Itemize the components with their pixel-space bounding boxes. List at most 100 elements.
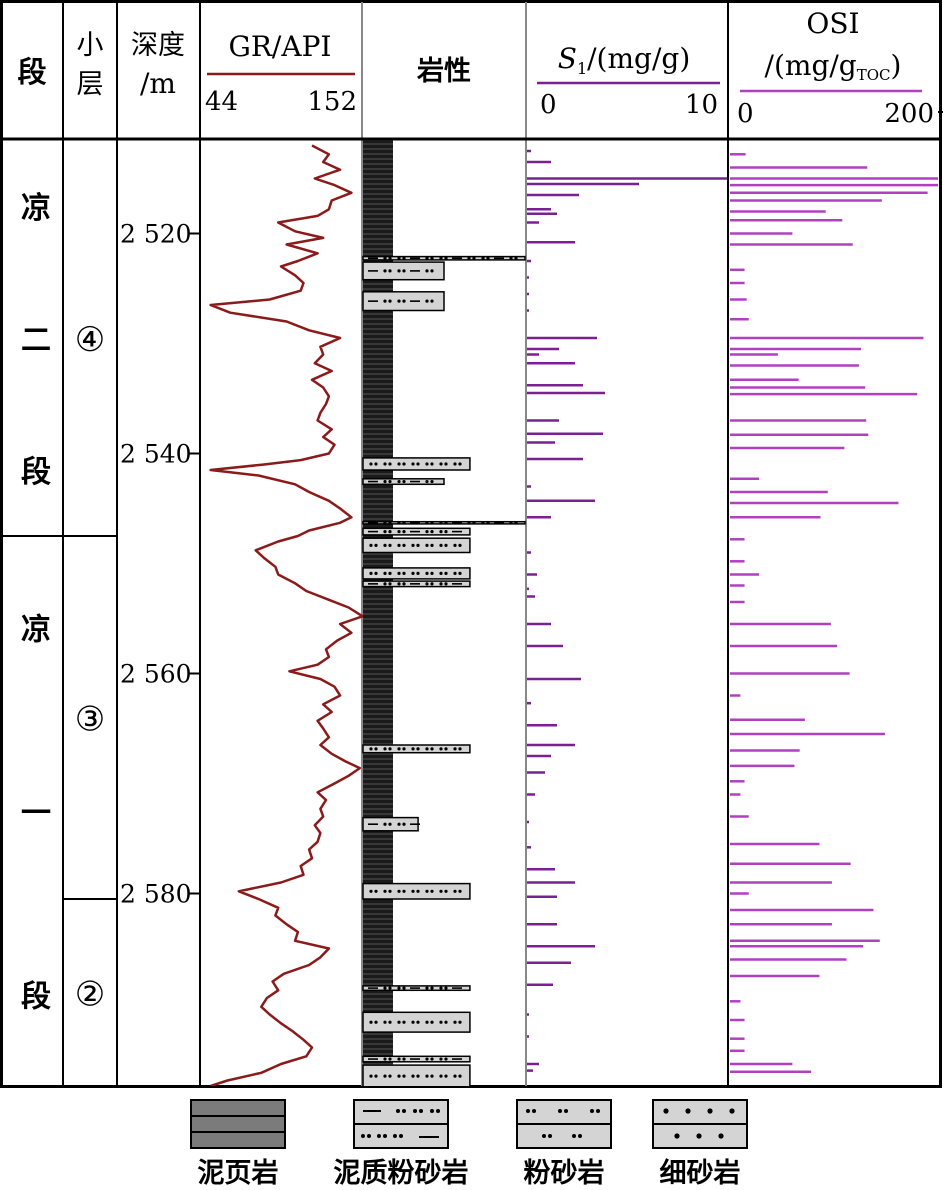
litho-dot <box>430 572 433 575</box>
litho-dot <box>402 1075 405 1078</box>
litho-dot <box>388 823 391 826</box>
segment-label-char: 段 <box>21 455 51 490</box>
litho-dot <box>430 747 433 750</box>
litho-dot <box>369 890 372 893</box>
litho-dot <box>397 530 400 533</box>
litho-dot <box>458 462 461 465</box>
litho-dot <box>430 1075 433 1078</box>
litho-dot <box>402 1057 405 1060</box>
osi-title: OSI <box>806 7 859 40</box>
header-depth-unit: /m <box>140 67 176 100</box>
litho-dot <box>430 544 433 547</box>
legend-swatch-fine-sandstone <box>652 1099 748 1149</box>
litho-dot <box>397 823 400 826</box>
gr-scale-max: 152 <box>307 87 357 117</box>
litho-dot <box>439 987 442 990</box>
litho-dot <box>388 1075 391 1078</box>
gr-scale-min: 44 <box>205 87 238 117</box>
header-segment: 段 <box>17 55 46 89</box>
litho-dot <box>430 257 433 260</box>
depth-tick-label: 2 580 <box>120 880 192 909</box>
legend-label-mudstone: 泥页岩 <box>158 1151 318 1190</box>
legend-item-fine-sandstone <box>652 1099 748 1153</box>
litho-dot <box>444 747 447 750</box>
litho-dot <box>430 300 433 303</box>
litho-dot <box>374 462 377 465</box>
litho-dot <box>402 1089 405 1092</box>
litho-dot <box>430 530 433 533</box>
litho-dot <box>509 521 512 524</box>
segment-label-char: 凉 <box>21 613 51 648</box>
litho-dot <box>467 521 470 524</box>
litho-dot <box>458 1075 461 1078</box>
litho-dot <box>383 987 386 990</box>
header-row: 段 小 层 深度 /m GR/API 44 152 岩性 S1/(mg/g) 0… <box>17 7 934 129</box>
s1-scale-min: 0 <box>540 90 557 120</box>
sublayer-label: ③ <box>75 700 105 740</box>
litho-dot <box>369 1075 372 1078</box>
litho-dot <box>397 544 400 547</box>
litho-dot <box>402 572 405 575</box>
litho-dot <box>444 1057 447 1060</box>
litho-dot <box>402 300 405 303</box>
litho-dot <box>388 300 391 303</box>
litho-dot <box>430 480 433 483</box>
lithology-legend: 泥页岩 泥质粉砂岩 粉砂岩 <box>0 1095 943 1186</box>
legend-label-argillaceous-siltstone: 泥质粉砂岩 <box>321 1151 481 1190</box>
litho-dot <box>397 747 400 750</box>
litho-dot <box>369 747 372 750</box>
lithology-bed-argillaceous-siltstone <box>363 1087 444 1094</box>
litho-dot <box>383 890 386 893</box>
litho-dot <box>444 1075 447 1078</box>
litho-dot <box>430 987 433 990</box>
litho-dot <box>383 1021 386 1024</box>
litho-dot <box>383 1089 386 1092</box>
litho-dot <box>383 521 386 524</box>
litho-dot <box>411 1075 414 1078</box>
legend-swatch-argillaceous-siltstone <box>353 1099 449 1149</box>
litho-dot <box>425 890 428 893</box>
litho-dot <box>374 747 377 750</box>
litho-dot <box>425 300 428 303</box>
litho-dot <box>388 257 391 260</box>
litho-dot <box>416 890 419 893</box>
litho-dot <box>439 1021 442 1024</box>
sublayer-column: ④③② <box>63 320 117 1015</box>
litho-dot <box>439 582 442 585</box>
litho-dot <box>383 257 386 260</box>
litho-dot <box>458 890 461 893</box>
depth-tick-label: 2 540 <box>120 440 192 469</box>
litho-dot <box>416 1021 419 1024</box>
litho-dot <box>374 890 377 893</box>
litho-dot <box>402 462 405 465</box>
litho-dot <box>383 747 386 750</box>
legend-label-fine-sandstone: 细砂岩 <box>620 1151 780 1190</box>
litho-dot <box>439 890 442 893</box>
litho-dot <box>374 544 377 547</box>
litho-dot <box>383 823 386 826</box>
s1-title: S1/(mg/g) <box>558 42 691 78</box>
litho-dot <box>388 480 391 483</box>
litho-dot <box>439 521 442 524</box>
litho-dot <box>383 300 386 303</box>
depth-tick-label: 2 560 <box>120 660 192 689</box>
litho-dot <box>369 544 372 547</box>
litho-dot <box>374 1021 377 1024</box>
litho-dot <box>425 480 428 483</box>
litho-dot <box>425 572 428 575</box>
litho-dot <box>481 521 484 524</box>
litho-dot <box>416 572 419 575</box>
litho-dot <box>383 462 386 465</box>
litho-dot <box>388 747 391 750</box>
litho-dot <box>411 544 414 547</box>
litho-dot <box>388 1057 391 1060</box>
segment-label-char: 段 <box>21 979 51 1014</box>
litho-dot <box>425 257 428 260</box>
litho-dot <box>411 1021 414 1024</box>
litho-dot <box>439 1057 442 1060</box>
litho-dot <box>453 747 456 750</box>
osi-scale-min: 0 <box>737 99 754 129</box>
litho-dot <box>430 890 433 893</box>
